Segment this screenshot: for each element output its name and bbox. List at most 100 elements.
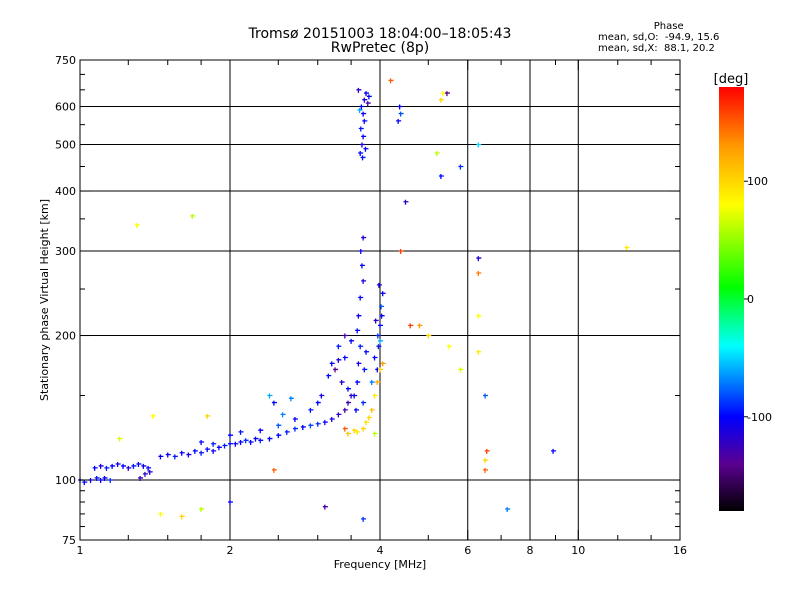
data-point — [258, 438, 264, 444]
axis-ticks: 1 2 4 6 8 10 16 75 100 200 300 400 500 600 750 — [55, 54, 687, 557]
data-point — [358, 249, 364, 255]
data-point — [434, 151, 440, 157]
colorbar-tick-label: 100 — [747, 175, 768, 188]
data-point — [110, 463, 116, 469]
data-point — [376, 344, 382, 350]
data-point — [205, 447, 211, 453]
data-point — [372, 431, 378, 437]
data-point — [292, 417, 298, 423]
data-point — [199, 450, 205, 456]
data-point — [253, 436, 259, 442]
data-point — [362, 97, 368, 103]
data-point — [349, 338, 355, 344]
data-point — [373, 318, 379, 324]
data-point — [476, 270, 482, 276]
data-point — [379, 313, 385, 319]
data-point — [364, 349, 370, 355]
data-point — [355, 429, 361, 435]
data-point — [378, 367, 383, 373]
data-point — [361, 426, 367, 432]
data-point — [138, 475, 144, 481]
data-point — [484, 448, 490, 454]
data-point — [228, 499, 233, 505]
data-point — [352, 428, 358, 434]
data-point — [248, 440, 254, 446]
data-point — [322, 420, 328, 426]
data-point — [624, 245, 630, 251]
data-point — [357, 108, 363, 114]
grid-lines — [80, 60, 680, 540]
data-point — [362, 367, 368, 373]
data-point — [356, 313, 362, 319]
data-point — [267, 393, 273, 399]
data-point — [361, 400, 367, 406]
data-point — [126, 465, 132, 471]
data-point — [141, 463, 147, 469]
colorbar-label: [deg] — [714, 72, 749, 87]
data-point — [364, 91, 370, 97]
data-point — [190, 213, 196, 219]
colorbar-tick-label: 0 — [747, 293, 754, 306]
data-point — [551, 448, 557, 454]
data-point — [292, 426, 298, 432]
data-point — [280, 412, 286, 418]
data-point — [319, 393, 325, 399]
data-point — [115, 461, 121, 467]
data-point — [238, 440, 244, 446]
data-point — [329, 361, 335, 367]
data-point — [342, 407, 348, 413]
data-point — [397, 104, 403, 110]
stats-heading: Phase — [653, 21, 684, 32]
data-point — [98, 478, 104, 484]
data-point — [379, 304, 385, 310]
data-point — [358, 344, 364, 350]
data-point — [142, 471, 148, 477]
data-point — [216, 445, 222, 451]
data-point — [322, 504, 328, 510]
data-point — [359, 104, 365, 110]
y-tick-label: 200 — [55, 330, 76, 343]
data-point — [199, 440, 205, 446]
data-point — [199, 507, 205, 513]
data-point — [359, 142, 365, 148]
data-point — [345, 431, 351, 437]
data-point — [483, 467, 489, 473]
data-point — [380, 291, 386, 297]
y-tick-label: 300 — [55, 245, 76, 258]
data-point — [158, 454, 164, 460]
data-point — [438, 173, 444, 179]
x-tick-label: 1 — [77, 544, 84, 557]
data-point — [353, 407, 359, 413]
data-point — [308, 423, 314, 429]
data-point — [238, 429, 244, 435]
data-point — [417, 323, 423, 329]
data-point — [276, 433, 282, 439]
data-point — [446, 344, 452, 350]
data-point — [222, 443, 228, 449]
data-point — [267, 436, 273, 442]
data-point — [131, 463, 137, 469]
y-tick-label: 500 — [55, 139, 76, 152]
chart-subtitle: RwPretec (8p) — [330, 40, 430, 56]
data-point — [476, 313, 482, 319]
data-point — [342, 426, 348, 432]
data-point — [345, 400, 351, 406]
data-point — [342, 333, 348, 339]
data-point — [398, 111, 404, 117]
data-point — [276, 423, 282, 429]
data-point — [271, 400, 277, 406]
chart-title: Tromsø 20151003 18:04:00–18:05:43 — [248, 26, 512, 42]
x-tick-label: 4 — [377, 544, 384, 557]
data-point — [458, 367, 464, 373]
x-tick-label: 2 — [227, 544, 234, 557]
data-point — [98, 463, 104, 469]
data-point — [505, 507, 511, 513]
data-point — [356, 361, 362, 367]
data-point — [233, 441, 239, 447]
data-point — [108, 478, 114, 484]
data-point — [117, 436, 123, 442]
y-axis-label: Stationary phase Virtual Height [km] — [38, 199, 51, 401]
data-point — [342, 355, 348, 361]
data-point — [358, 126, 364, 132]
